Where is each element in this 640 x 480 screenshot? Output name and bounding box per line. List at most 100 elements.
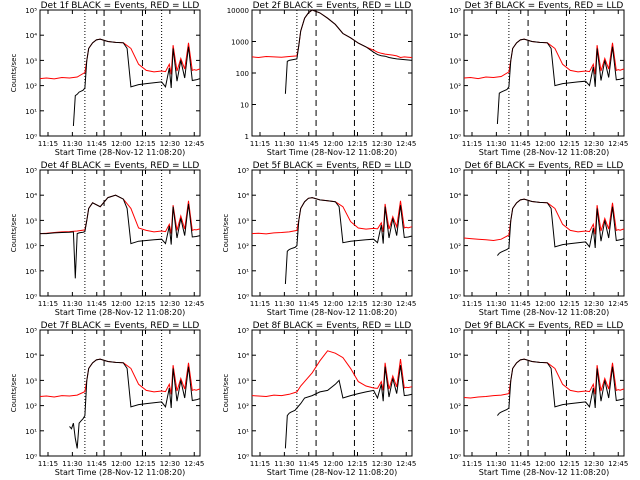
y-tick-label: 10² (449, 243, 461, 251)
x-tick-label: 12:15 (347, 140, 367, 148)
x-tick-label: 12:15 (135, 140, 155, 148)
x-axis-label: Start Time (28-Nov-12 11:08:20) (55, 148, 185, 157)
x-tick-label: 12:30 (584, 460, 604, 468)
y-tick-label: 10² (449, 403, 461, 411)
x-tick-label: 12:30 (372, 460, 392, 468)
y-tick-label: 10⁰ (237, 453, 249, 461)
x-tick-label: 12:00 (323, 300, 343, 308)
x-tick-label: 12:30 (160, 140, 180, 148)
chart-panel-1: Det 1f BLACK = Events, RED = LLD 10⁰ 10¹ 10… (10, 1, 204, 157)
y-tick-label: 10⁵ (237, 327, 249, 335)
x-axis-label: Start Time (28-Nov-12 11:08:20) (55, 308, 185, 317)
y-tick-label: 10⁵ (237, 167, 249, 175)
series-line-lld (251, 9, 413, 59)
plot-frame (251, 169, 413, 297)
y-tick-label: 10³ (237, 217, 249, 225)
series-line-events (496, 38, 625, 125)
series-line-lld (39, 194, 201, 235)
chart-title: Det 2f BLACK = Events, RED = LLD (253, 1, 412, 11)
y-tick-label: 10⁵ (449, 167, 461, 175)
x-tick-label: 11:30 (62, 460, 82, 468)
x-tick-label: 11:30 (274, 300, 294, 308)
x-tick-label: 12:30 (160, 460, 180, 468)
x-axis-label: Start Time (28-Nov-12 11:08:20) (479, 308, 609, 317)
series-line-lld (251, 350, 413, 398)
x-tick-label: 12:45 (608, 300, 628, 308)
y-tick-label: 10² (237, 243, 249, 251)
y-tick-label: 10000 (227, 7, 249, 15)
x-tick-label: 11:45 (299, 300, 319, 308)
y-tick-label: 10⁰ (449, 133, 461, 141)
y-tick-label: 10 (240, 102, 249, 110)
y-tick-label: 10⁰ (449, 453, 461, 461)
x-tick-label: 11:30 (62, 300, 82, 308)
x-tick-label: 11:45 (87, 460, 107, 468)
x-tick-label: 11:45 (299, 460, 319, 468)
x-tick-label: 12:00 (111, 460, 131, 468)
y-tick-label: 10⁰ (237, 293, 249, 301)
x-tick-label: 11:30 (486, 140, 506, 148)
x-tick-label: 12:00 (535, 300, 555, 308)
chart-title: Det 9f BLACK = Events, RED = LLD (465, 321, 624, 331)
series-line-lld (39, 38, 201, 80)
y-tick-label: 10³ (449, 377, 461, 385)
x-tick-label: 11:30 (274, 140, 294, 148)
x-tick-label: 11:45 (511, 140, 531, 148)
series-line-events (497, 358, 625, 416)
y-tick-label: 10¹ (25, 428, 37, 436)
x-tick-label: 11:30 (62, 140, 82, 148)
y-tick-label: 10¹ (237, 268, 249, 276)
x-tick-label: 12:45 (184, 140, 204, 148)
y-tick-label: 100 (236, 70, 249, 78)
x-tick-label: 12:15 (559, 140, 579, 148)
y-tick-label: 10³ (25, 377, 37, 385)
x-axis-label: Start Time (28-Nov-12 11:08:20) (479, 468, 609, 477)
y-tick-label: 10⁴ (25, 32, 37, 40)
y-tick-label: 10¹ (449, 108, 461, 116)
x-axis-label: Start Time (28-Nov-12 11:08:20) (479, 148, 609, 157)
y-tick-label: 1 (245, 133, 249, 141)
x-tick-label: 12:15 (559, 460, 579, 468)
y-axis-label: Counts/sec (222, 374, 230, 413)
y-tick-label: 10³ (25, 217, 37, 225)
x-tick-label: 11:30 (274, 460, 294, 468)
y-tick-label: 10² (25, 83, 37, 91)
y-tick-label: 10³ (449, 217, 461, 225)
y-tick-label: 10² (25, 403, 37, 411)
y-tick-label: 10¹ (449, 268, 461, 276)
x-tick-label: 11:15 (462, 140, 482, 148)
x-tick-label: 11:15 (38, 460, 58, 468)
x-tick-label: 12:15 (135, 460, 155, 468)
x-tick-label: 12:45 (396, 460, 416, 468)
x-axis-label: Start Time (28-Nov-12 11:08:20) (267, 148, 397, 157)
series-line-lld (251, 197, 413, 235)
x-tick-label: 11:15 (250, 460, 270, 468)
chart-panel-3: Det 3f BLACK = Events, RED = LLD 10⁰ 10¹ 10… (449, 1, 628, 157)
series-line-lld (463, 198, 625, 242)
y-tick-label: 10² (449, 83, 461, 91)
y-tick-label: 10⁴ (237, 352, 249, 360)
x-tick-label: 12:15 (559, 300, 579, 308)
y-tick-label: 10³ (25, 57, 37, 65)
x-tick-label: 12:45 (396, 140, 416, 148)
plot-frame (463, 9, 625, 137)
x-tick-label: 12:00 (111, 300, 131, 308)
y-axis-label: Counts/sec (222, 214, 230, 253)
plot-frame (463, 169, 625, 297)
y-tick-label: 10⁵ (25, 7, 37, 15)
chart-panel-2: Det 2f BLACK = Events, RED = LLD 1 10 100 10… (227, 1, 417, 157)
y-tick-label: 10⁰ (449, 293, 461, 301)
y-tick-label: 10¹ (237, 428, 249, 436)
y-tick-label: 10⁴ (449, 32, 461, 40)
x-tick-label: 12:00 (535, 140, 555, 148)
y-tick-label: 10⁵ (449, 7, 461, 15)
x-tick-label: 11:15 (250, 140, 270, 148)
x-tick-label: 12:45 (184, 300, 204, 308)
x-tick-label: 11:15 (38, 140, 58, 148)
x-tick-label: 12:15 (347, 300, 367, 308)
chart-panel-8: Det 8f BLACK = Events, RED = LLD 10⁰ 10¹ 10… (222, 321, 416, 477)
y-tick-label: 10³ (237, 377, 249, 385)
y-tick-label: 10⁵ (449, 327, 461, 335)
plot-frame (39, 9, 201, 137)
